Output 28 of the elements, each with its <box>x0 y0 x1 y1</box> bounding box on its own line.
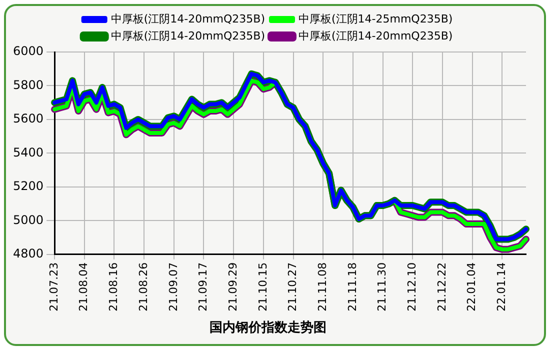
x-tick-label: 21.12.22 <box>435 262 448 312</box>
y-tick-label: 5600 <box>12 112 44 126</box>
x-tick-label: 21.09.17 <box>196 262 210 312</box>
x-tick-label: 21.11.08 <box>316 262 329 312</box>
y-tick-label: 5400 <box>12 145 44 160</box>
y-tick-label: 5000 <box>12 212 44 227</box>
x-tick-label: 22.01.04 <box>465 262 478 312</box>
legend-label: 中厚板(江阴14-20mmQ235B) <box>298 29 453 42</box>
x-tick-label: 21.09.07 <box>166 262 180 312</box>
legend-label: 中厚板(江阴14-20mmQ235B) <box>110 29 266 42</box>
x-tick-label: 21.07.23 <box>47 262 60 312</box>
x-tick-label: 21.12.10 <box>405 262 418 312</box>
x-tick-label: 21.08.04 <box>77 262 90 312</box>
x-tick-label: 21.11.30 <box>376 262 389 312</box>
x-tick-label: 21.08.16 <box>107 262 120 312</box>
x-tick-label: 22.01.14 <box>494 262 508 312</box>
y-tick-label: 5800 <box>12 78 44 92</box>
x-tick-label: 21.11.18 <box>346 262 359 312</box>
x-tick-label: 21.08.26 <box>136 262 150 312</box>
y-tick-label: 5200 <box>12 179 44 194</box>
x-tick-label: 21.10.27 <box>286 262 300 312</box>
x-tick-label: 21.09.29 <box>226 262 240 312</box>
legend-label: 中厚板(江阴14-20mmQ235B) <box>110 12 266 26</box>
y-tick-label: 6000 <box>12 44 44 58</box>
y-tick-label: 4800 <box>12 246 44 261</box>
legend-label: 中厚板(江阴14-25mmQ235B) <box>298 12 453 26</box>
text: 国内钢价指数走势图 <box>210 320 326 336</box>
x-tick-label: 21.10.15 <box>256 262 270 312</box>
